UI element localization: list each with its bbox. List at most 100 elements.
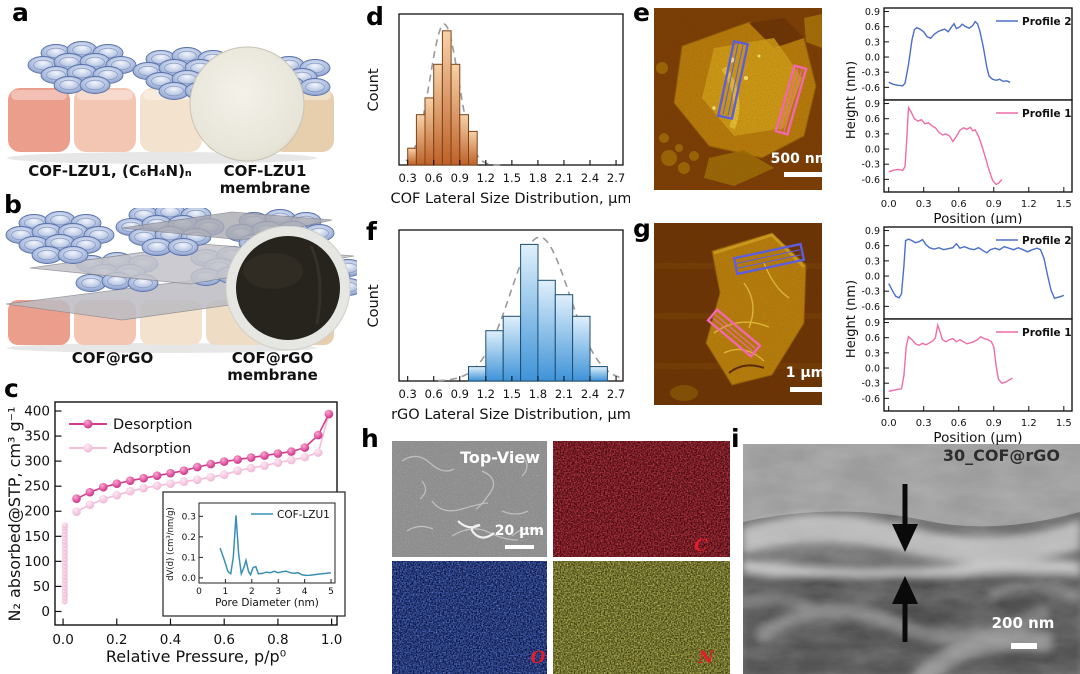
panel-label-b: b — [4, 190, 22, 219]
eds-map-carbon — [553, 441, 730, 557]
svg-text:1.2: 1.2 — [477, 171, 495, 185]
svg-text:-0.3: -0.3 — [861, 68, 880, 79]
svg-text:1.8: 1.8 — [529, 171, 547, 185]
eds-nitrogen-label: N — [698, 648, 714, 668]
cof-lzu1-membrane-photo — [189, 46, 305, 162]
svg-text:0.2: 0.2 — [106, 632, 127, 648]
svg-text:-0.3: -0.3 — [861, 287, 880, 298]
panel-label-c: c — [4, 374, 19, 403]
svg-text:0.0: 0.0 — [881, 199, 897, 210]
svg-text:0.1: 0.1 — [182, 553, 196, 563]
svg-text:1.5: 1.5 — [1056, 418, 1072, 429]
height-profiles-cof: 0.9 0.6 0.3 0.0 -0.3 -0.6 Profile 2 0.9 0.6 0.3 0.… — [846, 7, 1073, 224]
svg-text:Position (μm): Position (μm) — [933, 430, 1022, 446]
caption-cof-rgo-membrane: COF@rGO membrane — [227, 349, 318, 385]
svg-text:2.1: 2.1 — [555, 387, 573, 401]
svg-text:0.3: 0.3 — [865, 256, 880, 267]
svg-text:-0.3: -0.3 — [861, 379, 880, 390]
svg-text:Desorption: Desorption — [113, 417, 192, 433]
svg-text:0: 0 — [196, 587, 202, 597]
svg-text:350: 350 — [24, 429, 50, 445]
svg-text:COF Lateral Size Distribution,: COF Lateral Size Distribution, μm — [390, 191, 630, 207]
svg-text:Profile 1: Profile 1 — [1022, 108, 1072, 120]
profile-1-marker — [706, 307, 762, 359]
svg-text:0.6: 0.6 — [865, 241, 880, 252]
svg-text:-0.6: -0.6 — [861, 83, 880, 94]
svg-text:0.9: 0.9 — [865, 226, 880, 237]
svg-text:0.0: 0.0 — [865, 53, 880, 64]
svg-text:0.4: 0.4 — [160, 632, 181, 648]
svg-text:0.9: 0.9 — [986, 199, 1002, 210]
nitrogen-isotherm-chart: 0.0 0.2 0.4 0.6 0.8 1.00501001502002503003504… — [5, 401, 346, 666]
svg-text:0.0: 0.0 — [881, 418, 897, 429]
sem-i-scale-label: 200 nm — [991, 614, 1055, 632]
thickness-arrows — [892, 484, 918, 642]
svg-text:1.2: 1.2 — [1021, 199, 1037, 210]
svg-text:1.5: 1.5 — [503, 387, 521, 401]
profile-2-marker — [716, 39, 750, 121]
svg-text:1.2: 1.2 — [477, 387, 495, 401]
svg-text:N₂ absorbed@STP, cm³ g⁻¹: N₂ absorbed@STP, cm³ g⁻¹ — [5, 407, 24, 622]
svg-text:0: 0 — [41, 604, 50, 620]
svg-text:-0.6: -0.6 — [861, 175, 880, 186]
svg-text:-0.3: -0.3 — [861, 160, 880, 171]
svg-text:1.5: 1.5 — [1056, 199, 1072, 210]
svg-text:2.4: 2.4 — [581, 171, 599, 185]
panel-label-g: g — [633, 214, 651, 243]
svg-text:0.8: 0.8 — [267, 632, 288, 648]
svg-text:Count: Count — [366, 284, 382, 327]
panel-label-d: d — [366, 2, 384, 31]
svg-text:0.3: 0.3 — [916, 199, 932, 210]
caption-cof-lzu1: COF-LZU1, (C₆H₄N)ₙ — [28, 162, 192, 180]
svg-text:0.9: 0.9 — [865, 99, 880, 110]
svg-text:250: 250 — [24, 479, 50, 495]
svg-text:0.3: 0.3 — [399, 171, 417, 185]
svg-text:0.9: 0.9 — [451, 387, 469, 401]
svg-text:0.3: 0.3 — [399, 387, 417, 401]
svg-text:Profile 2: Profile 2 — [1022, 16, 1072, 28]
ground-shadow — [7, 343, 317, 353]
profile-1-marker — [774, 64, 808, 136]
svg-text:0.3: 0.3 — [865, 37, 880, 48]
svg-text:0.9: 0.9 — [986, 418, 1002, 429]
svg-text:300: 300 — [24, 454, 50, 470]
sample-title: 30_COF@rGO — [942, 446, 1060, 465]
svg-text:0.6: 0.6 — [865, 333, 880, 344]
rgo-sheet-top — [121, 211, 333, 241]
svg-text:COF-LZU1: COF-LZU1 — [277, 509, 330, 521]
svg-text:Pore Diameter (nm): Pore Diameter (nm) — [215, 597, 319, 609]
svg-text:Adsorption: Adsorption — [113, 441, 191, 457]
svg-text:0.0: 0.0 — [865, 145, 880, 156]
profile-2-marker — [732, 242, 806, 276]
sem-scale-bar — [505, 545, 534, 549]
svg-text:0.6: 0.6 — [425, 387, 443, 401]
svg-text:2.7: 2.7 — [607, 387, 625, 401]
afm-e-scale-label: 500 nm — [770, 151, 830, 167]
rgo-size-histogram: 0.3 0.6 0.9 1.2 1.5 1.8 2.1 2.4 2.7 rGO Lateral S… — [366, 229, 630, 423]
svg-text:400: 400 — [24, 404, 50, 420]
svg-text:0.3: 0.3 — [865, 129, 880, 140]
panel-label-e: e — [633, 0, 650, 27]
svg-text:0.9: 0.9 — [451, 171, 469, 185]
svg-text:0.6: 0.6 — [425, 171, 443, 185]
eds-oxygen-label: O — [530, 648, 546, 668]
svg-text:0.6: 0.6 — [865, 22, 880, 33]
svg-text:Height (nm): Height (nm) — [846, 280, 859, 358]
svg-text:1.5: 1.5 — [503, 171, 521, 185]
eds-carbon-label: C — [694, 536, 708, 556]
eds-map-oxygen — [392, 561, 547, 674]
svg-text:2.1: 2.1 — [555, 171, 573, 185]
svg-text:Position (μm): Position (μm) — [933, 211, 1022, 224]
svg-text:2.7: 2.7 — [607, 171, 625, 185]
svg-text:100: 100 — [24, 554, 50, 570]
sem-i-scale-bar — [1011, 643, 1037, 649]
svg-text:-0.6: -0.6 — [861, 302, 880, 313]
sem-top-view-label: Top-View — [460, 448, 540, 467]
svg-text:Profile 1: Profile 1 — [1022, 327, 1072, 339]
svg-text:dV(d) (cm³/nm/g): dV(d) (cm³/nm/g) — [166, 507, 176, 581]
svg-text:0.3: 0.3 — [865, 348, 880, 359]
svg-text:150: 150 — [24, 529, 50, 545]
afm-g-scale-bar — [790, 387, 826, 392]
caption-cof-lzu1-membrane: COF-LZU1 membrane — [219, 162, 311, 198]
